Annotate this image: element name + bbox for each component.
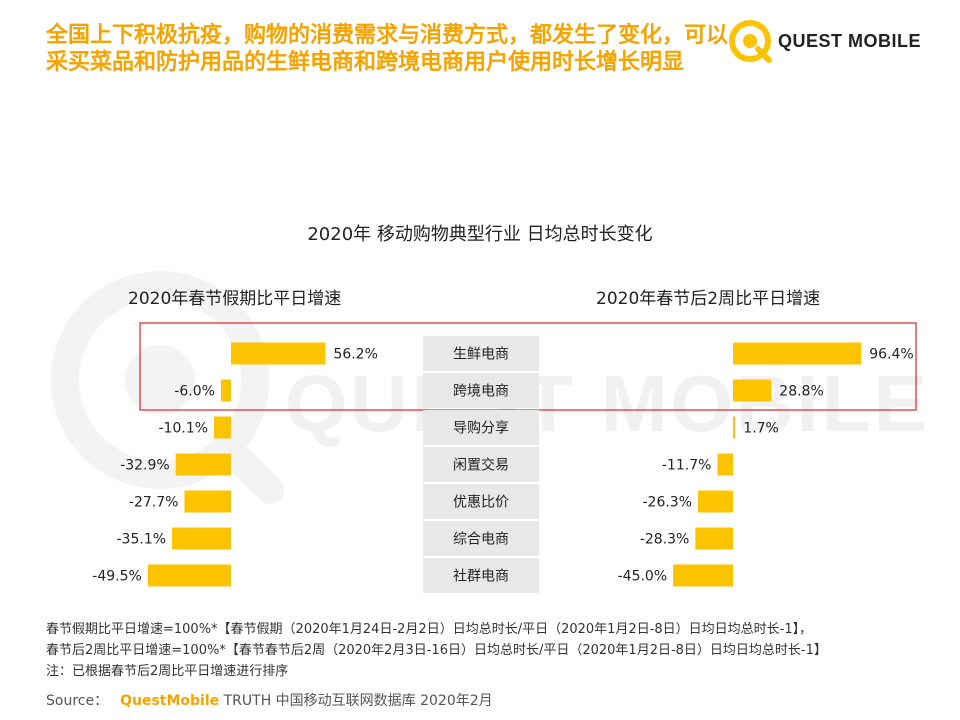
category-label: 跨境电商: [453, 384, 509, 400]
left-data-label: -27.7%: [129, 495, 179, 511]
left-data-label: -6.0%: [174, 384, 215, 400]
right-bar: [733, 379, 772, 402]
source-line: Source： QuestMobile TRUTH 中国移动互联网数据库 2020…: [46, 690, 493, 710]
source-label: Source：: [46, 693, 109, 709]
questmobile-logo: QUEST MOBILE: [728, 14, 921, 68]
left-data-label: -49.5%: [92, 569, 142, 585]
watermark-text: QUEST MOBILE: [285, 359, 930, 448]
left-bar: [184, 490, 231, 513]
chart-title: 2020年 移动购物典型行业 日均总时长变化: [307, 224, 653, 245]
source-brand: QuestMobile: [120, 693, 220, 709]
category-label: 生鲜电商: [453, 347, 509, 363]
left-bar: [231, 342, 326, 365]
right-data-label: -11.7%: [662, 458, 712, 474]
right-data-label: 28.8%: [779, 384, 823, 400]
footnote-3: 注：已根据春节后2周比平日增速进行排序: [46, 664, 289, 679]
category-label: 导购分享: [453, 420, 509, 437]
right-bar: [733, 342, 862, 365]
right-bar: [698, 490, 733, 513]
headline: 全国上下积极抗疫，购物的消费需求与消费方式，都发生了变化，可以采买菜品和防护用品…: [46, 23, 729, 75]
footnote-2: 春节后2周比平日增速=100%*【春节春节后2周（2020年2月3日-16日）日…: [46, 643, 827, 658]
right-bar: [733, 416, 736, 439]
category-label: 优惠比价: [453, 495, 509, 511]
right-bar: [717, 453, 733, 476]
left-bar: [214, 416, 231, 439]
left-data-label: -32.9%: [120, 458, 170, 474]
footnotes: 春节假期比平日增速=100%*【春节假期（2020年1月24日-2月2日）日均总…: [46, 619, 951, 682]
footnote-1: 春节假期比平日增速=100%*【春节假期（2020年1月24日-2月2日）日均总…: [46, 622, 813, 637]
right-data-label: -26.3%: [642, 495, 692, 511]
category-label: 闲置交易: [453, 457, 509, 474]
right-bar: [695, 527, 733, 550]
left-data-label: -10.1%: [159, 421, 209, 437]
right-data-label: -45.0%: [618, 569, 668, 585]
left-bar: [172, 527, 231, 550]
left-bar: [147, 564, 231, 587]
right-panel-title: 2020年春节后2周比平日增速: [596, 289, 821, 309]
left-panel-title: 2020年春节假期比平日增速: [128, 289, 342, 309]
category-label: 综合电商: [453, 532, 509, 548]
logo-mark-icon: [729, 20, 772, 63]
category-cell: [423, 410, 539, 445]
category-cell: [423, 447, 539, 482]
right-data-label: 1.7%: [743, 421, 779, 437]
left-bar: [220, 379, 231, 402]
category-cell: [423, 521, 539, 556]
category-label: 社群电商: [453, 569, 509, 585]
logo-text: QUEST MOBILE: [778, 30, 922, 51]
left-data-label: 56.2%: [333, 347, 377, 363]
right-data-label: -28.3%: [640, 532, 690, 548]
category-cell: [423, 484, 539, 519]
right-bar: [673, 564, 733, 587]
category-cell: [423, 558, 539, 593]
category-cell: [423, 373, 539, 408]
source-detail: TRUTH 中国移动互联网数据库 2020年2月: [223, 693, 493, 709]
left-bar: [175, 453, 231, 476]
category-cell: [423, 336, 539, 371]
left-data-label: -35.1%: [117, 532, 167, 548]
right-data-label: 96.4%: [869, 347, 913, 363]
